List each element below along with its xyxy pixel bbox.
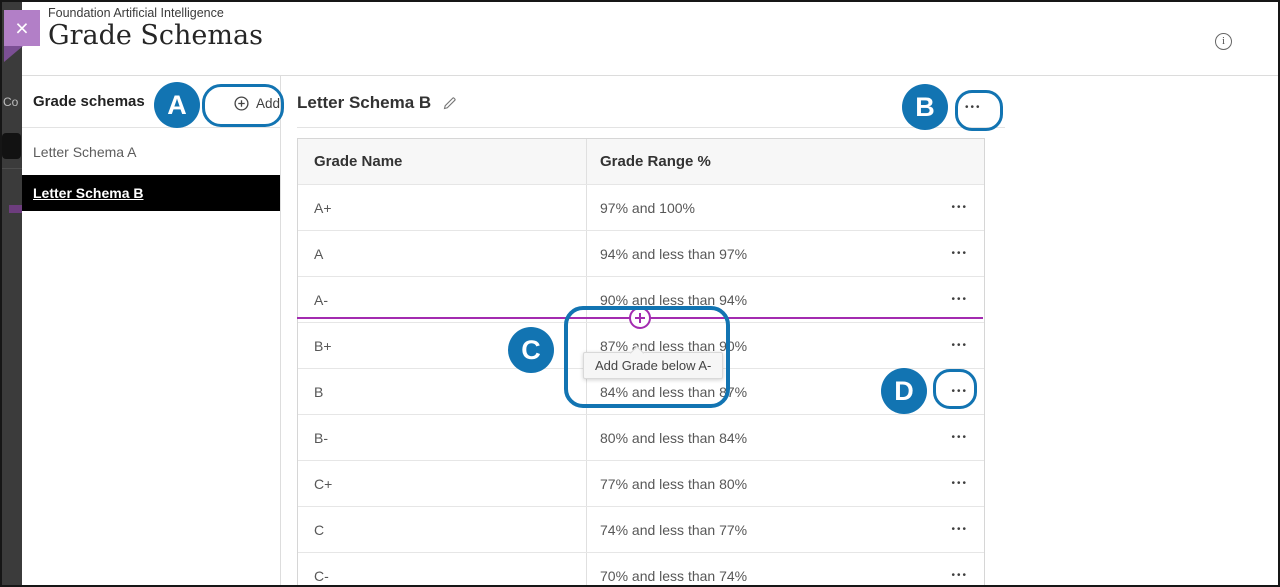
row-overflow-menu-icon[interactable]: ••• — [951, 385, 968, 397]
annotation-badge-d: D — [881, 368, 927, 414]
grade-name-cell: A+ — [298, 185, 587, 230]
grade-range-value: 97% and 100% — [600, 199, 695, 216]
grade-range-cell: 70% and less than 74% ••• — [587, 553, 984, 587]
annotation-badge-b: B — [902, 84, 948, 130]
edit-pencil-icon[interactable] — [443, 96, 457, 110]
grade-range-cell: 74% and less than 77% ••• — [587, 507, 984, 552]
grade-name-cell: A- — [298, 277, 587, 322]
row-overflow-menu-icon[interactable]: ••• — [951, 201, 968, 213]
row-overflow-menu-icon[interactable]: ••• — [951, 339, 968, 351]
grade-name-cell: A — [298, 231, 587, 276]
row-overflow-menu-icon[interactable]: ••• — [951, 523, 968, 535]
info-icon[interactable]: i — [1215, 33, 1232, 50]
grade-table-row: C+ 77% and less than 80% ••• — [298, 460, 984, 506]
grade-range-cell: 97% and 100% ••• — [587, 185, 984, 230]
grade-table-row: A 94% and less than 97% ••• — [298, 230, 984, 276]
grade-name-cell: B- — [298, 415, 587, 460]
grade-range-cell: 94% and less than 97% ••• — [587, 231, 984, 276]
close-ribbon-fold — [4, 46, 23, 62]
background-purple-marker — [9, 205, 22, 213]
grade-range-value: 90% and less than 94% — [600, 291, 748, 308]
sidebar-item-letter-schema-b[interactable]: Letter Schema B — [22, 175, 280, 211]
grade-name-cell: C+ — [298, 461, 587, 506]
row-overflow-menu-icon[interactable]: ••• — [951, 431, 968, 443]
annotation-outline-insert-grade — [564, 306, 730, 408]
grade-range-cell: 77% and less than 80% ••• — [587, 461, 984, 506]
page-title: Grade Schemas — [48, 20, 263, 51]
annotation-outline-schema-menu — [955, 90, 1003, 131]
background-content-icon — [2, 133, 21, 159]
plus-circle-icon — [234, 95, 249, 111]
grade-range-cell: 80% and less than 84% ••• — [587, 415, 984, 460]
grade-schemas-sidebar: Grade schemas Add Letter Schema A Letter… — [22, 76, 280, 587]
grade-schema-table: Grade Name Grade Range % A+ 97% and 100%… — [297, 138, 985, 587]
table-header-row: Grade Name Grade Range % — [298, 139, 984, 184]
annotation-badge-c: C — [508, 327, 554, 373]
row-overflow-menu-icon[interactable]: ••• — [951, 569, 968, 581]
background-page-strip: Co — [0, 0, 22, 587]
schema-detail-panel: Letter Schema B ••• Grade Name Grade Ran… — [281, 76, 1278, 587]
sidebar-divider — [280, 76, 281, 587]
column-header-grade-name: Grade Name — [298, 139, 587, 184]
row-overflow-menu-icon[interactable]: ••• — [951, 247, 968, 259]
tooltip-text: Add Grade below A- — [595, 358, 712, 373]
grade-table-row: C 74% and less than 77% ••• — [298, 506, 984, 552]
row-overflow-menu-icon[interactable]: ••• — [951, 477, 968, 489]
background-divider — [0, 168, 22, 169]
row-overflow-menu-icon[interactable]: ••• — [951, 293, 968, 305]
grade-range-value: 94% and less than 97% — [600, 245, 748, 262]
panel-header: Foundation Artificial Intelligence Grade… — [22, 0, 1278, 76]
grade-name-cell: C- — [298, 553, 587, 587]
grade-name-cell: C — [298, 507, 587, 552]
grade-name-cell: B — [298, 369, 587, 414]
background-text-fragment: Co — [3, 95, 19, 109]
grade-table-row: A- 90% and less than 94% ••• — [298, 276, 984, 322]
insert-grade-tooltip: Add Grade below A- — [583, 345, 724, 379]
close-icon: × — [15, 14, 29, 41]
grade-range-value: 70% and less than 74% — [600, 567, 748, 584]
grade-table-row: C- 70% and less than 74% ••• — [298, 552, 984, 587]
grade-range-value: 74% and less than 77% — [600, 521, 748, 538]
grade-range-value: 84% and less than 87% — [600, 383, 748, 400]
annotation-outline-row-menu — [933, 369, 977, 409]
column-header-grade-range: Grade Range % — [600, 153, 711, 170]
title-divider — [297, 127, 1005, 128]
annotation-outline-add-button — [202, 84, 284, 127]
insert-grade-plus-icon[interactable] — [629, 307, 651, 329]
annotation-badge-a: A — [154, 82, 200, 128]
close-panel-button[interactable]: × — [4, 10, 40, 46]
grade-range-cell: 84% and less than 87% ••• — [587, 369, 984, 414]
sidebar-item-letter-schema-a[interactable]: Letter Schema A — [33, 143, 137, 160]
grade-range-value: 77% and less than 80% — [600, 475, 748, 492]
schema-title: Letter Schema B — [297, 93, 432, 112]
course-name: Foundation Artificial Intelligence — [48, 6, 224, 20]
grade-table-row: B- 80% and less than 84% ••• — [298, 414, 984, 460]
grade-range-cell: 90% and less than 94% ••• — [587, 277, 984, 322]
grade-table-row: A+ 97% and 100% ••• — [298, 184, 984, 230]
sidebar-heading: Grade schemas — [22, 76, 280, 128]
schema-overflow-menu-icon[interactable]: ••• — [965, 102, 982, 113]
schema-title-row: Letter Schema B — [297, 93, 457, 113]
grade-range-value: 80% and less than 84% — [600, 429, 748, 446]
grade-name-cell: B+ — [298, 323, 587, 368]
